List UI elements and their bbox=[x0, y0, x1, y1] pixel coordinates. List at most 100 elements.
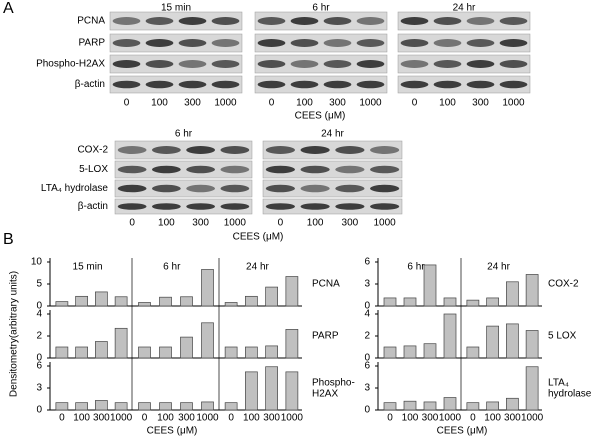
blot-band bbox=[433, 80, 462, 89]
y-tick-label: 3 bbox=[36, 383, 42, 394]
time-label: 15 min bbox=[161, 3, 191, 14]
y-axis-title: Densitometry(arbitrary units) bbox=[9, 271, 20, 397]
blot-band bbox=[151, 203, 181, 210]
blot-band bbox=[151, 184, 181, 193]
row-label: PCNA bbox=[312, 279, 340, 290]
x-tick-label: 100 bbox=[402, 413, 419, 424]
blot-band bbox=[257, 17, 286, 25]
bar bbox=[506, 397, 519, 411]
bar bbox=[265, 366, 278, 411]
bar bbox=[423, 264, 437, 307]
x-tick-label: 100 bbox=[73, 413, 90, 424]
blot-band bbox=[151, 165, 181, 174]
blot-band bbox=[117, 203, 147, 210]
x-tick-label: 1000 bbox=[439, 413, 462, 424]
y-tick-label: 0 bbox=[364, 301, 370, 312]
bar bbox=[423, 343, 437, 359]
blot-strip bbox=[397, 11, 531, 31]
bar bbox=[75, 346, 88, 359]
bar bbox=[285, 371, 299, 411]
row-label: Phospho-H2AX bbox=[312, 377, 355, 399]
bar bbox=[201, 401, 214, 411]
blot-band bbox=[211, 80, 240, 89]
protein-label: Phospho-H2AX bbox=[36, 59, 105, 70]
blot-band bbox=[433, 39, 462, 47]
bar bbox=[245, 346, 258, 359]
panel-title: 6 hr bbox=[163, 262, 181, 273]
y-tick-label: 2 bbox=[364, 331, 370, 342]
protein-label: 5-LOX bbox=[79, 164, 108, 175]
blot-band bbox=[220, 203, 250, 210]
blot-band bbox=[112, 60, 141, 68]
blot-band bbox=[499, 80, 528, 89]
blot-band bbox=[356, 39, 385, 47]
blot-strip bbox=[109, 33, 243, 53]
y-tick-label: 6 bbox=[364, 257, 370, 268]
dose-label: 0 bbox=[129, 218, 135, 229]
x-tick-label: 300 bbox=[93, 413, 110, 424]
y-tick-label: 0 bbox=[36, 405, 42, 416]
bar bbox=[383, 402, 397, 411]
blot-strip bbox=[109, 54, 243, 74]
blot-band bbox=[290, 80, 319, 89]
x-tick-label: 300 bbox=[422, 413, 439, 424]
bar bbox=[506, 281, 519, 307]
x-axis-title: CEES (μM) bbox=[437, 426, 488, 437]
bar bbox=[180, 336, 193, 359]
blot-band bbox=[265, 146, 295, 154]
dose-label: 300 bbox=[342, 218, 359, 229]
blot-band bbox=[466, 17, 495, 25]
blot-band bbox=[265, 203, 295, 210]
x-tick-label: 1000 bbox=[281, 413, 304, 424]
x-tick-label: 0 bbox=[387, 413, 393, 424]
bar bbox=[466, 402, 480, 411]
blot-band bbox=[466, 60, 495, 68]
blot-band bbox=[400, 80, 429, 89]
blot-band bbox=[186, 146, 216, 154]
dose-label: 100 bbox=[151, 98, 168, 109]
bar bbox=[285, 276, 299, 307]
bar bbox=[403, 345, 417, 359]
x-tick-label: 300 bbox=[178, 413, 195, 424]
protein-label: LTA₄ hydrolase bbox=[41, 183, 109, 194]
blot-band bbox=[356, 60, 385, 68]
y-tick-label: 0 bbox=[364, 353, 370, 364]
dose-label: 1000 bbox=[502, 98, 525, 109]
x-tick-label: 1000 bbox=[110, 413, 133, 424]
blot-strip bbox=[109, 75, 243, 94]
time-label: 24 hr bbox=[453, 3, 476, 14]
y-tick-label: 6 bbox=[364, 361, 370, 372]
blot-band bbox=[323, 60, 352, 68]
x-axis-title: CEES (μM) bbox=[147, 426, 198, 437]
blot-strip bbox=[114, 160, 253, 179]
blot-strip bbox=[262, 160, 403, 179]
bar bbox=[95, 291, 108, 307]
bar bbox=[525, 330, 539, 359]
bar bbox=[486, 401, 499, 411]
bar bbox=[224, 402, 238, 411]
blot-band bbox=[117, 184, 147, 193]
blot-strip bbox=[262, 179, 403, 198]
row-label: LTA₄ hydrolase bbox=[548, 377, 592, 399]
bar bbox=[55, 402, 69, 411]
blot-band bbox=[257, 39, 286, 47]
bar bbox=[265, 345, 278, 359]
blot-band bbox=[335, 203, 365, 210]
blot-band bbox=[323, 17, 352, 25]
x-tick-label: 100 bbox=[484, 413, 501, 424]
blot-band bbox=[220, 146, 250, 154]
bar bbox=[201, 269, 214, 307]
dose-label: 300 bbox=[329, 98, 346, 109]
blot-band bbox=[300, 203, 330, 210]
dose-label: 100 bbox=[307, 218, 324, 229]
blot-band bbox=[499, 39, 528, 47]
bar bbox=[285, 329, 299, 359]
dose-label: 1000 bbox=[374, 218, 397, 229]
blot-band bbox=[400, 60, 429, 68]
dose-label: 300 bbox=[472, 98, 489, 109]
bar bbox=[180, 296, 193, 307]
blot-band bbox=[178, 60, 207, 68]
bar bbox=[114, 296, 128, 307]
blot-band bbox=[145, 39, 174, 47]
